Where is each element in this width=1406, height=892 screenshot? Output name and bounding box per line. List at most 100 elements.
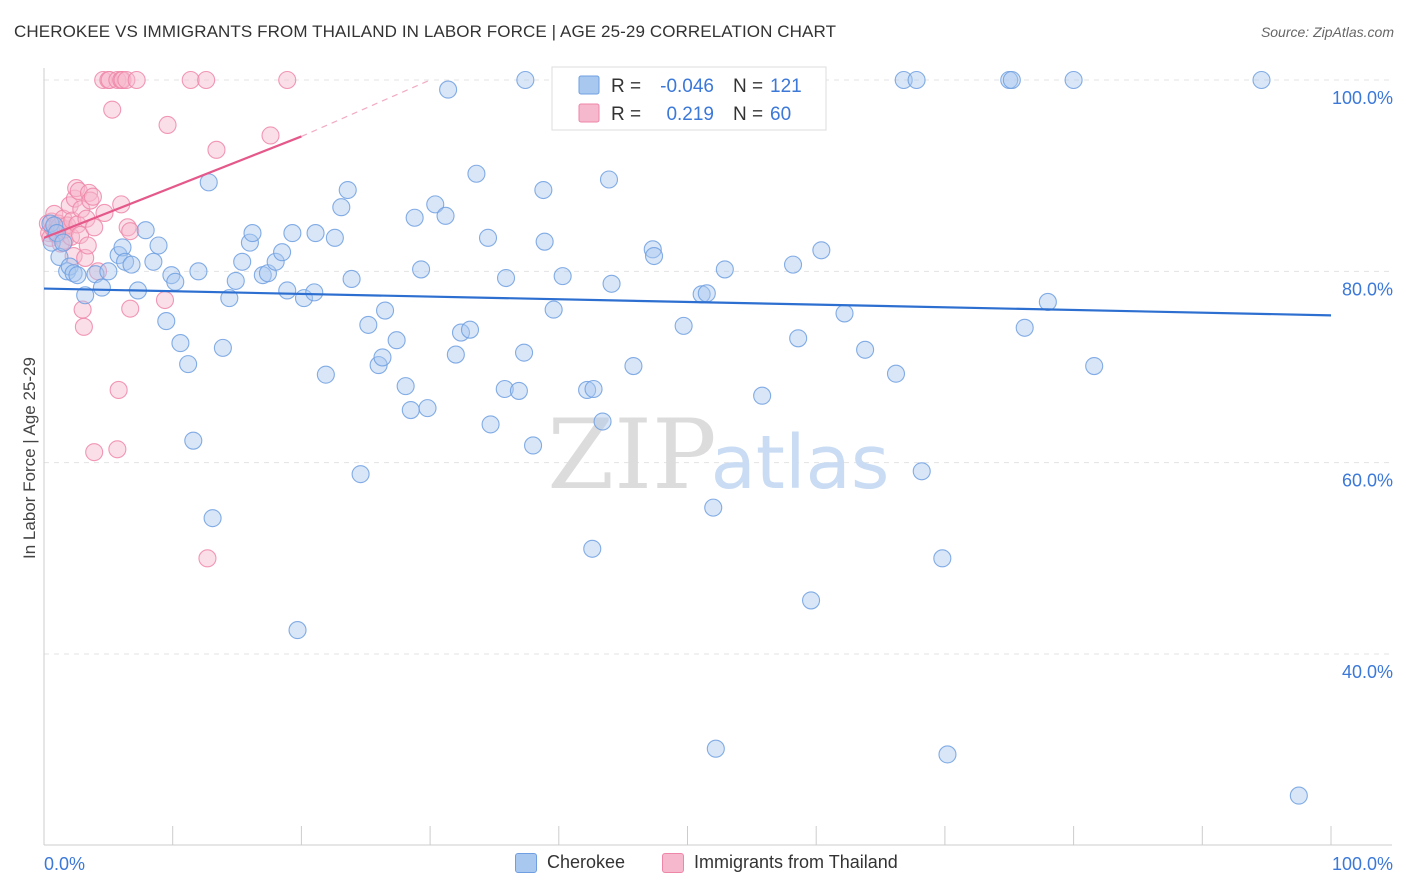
cherokee-point bbox=[171, 334, 190, 353]
thailand-point bbox=[261, 126, 280, 145]
cherokee-point bbox=[288, 621, 307, 640]
cherokee-point bbox=[213, 338, 232, 357]
cherokee-point bbox=[933, 549, 952, 568]
cherokee-point bbox=[1064, 70, 1083, 90]
cherokee-points bbox=[41, 70, 1308, 805]
cherokee-point bbox=[578, 380, 597, 400]
cherokee-point bbox=[674, 316, 693, 335]
cherokee-point bbox=[426, 195, 445, 214]
cherokee-point bbox=[907, 70, 926, 90]
cherokee-point bbox=[1289, 786, 1308, 805]
thailand-point bbox=[103, 100, 122, 119]
cherokee-point bbox=[203, 509, 222, 528]
cherokee-point bbox=[599, 170, 619, 189]
thailand-trend-line bbox=[43, 135, 302, 239]
cherokee-point bbox=[184, 431, 203, 450]
cherokee-point bbox=[179, 355, 198, 374]
cherokee-point bbox=[58, 262, 77, 281]
legend: Cherokee Immigrants from Thailand bbox=[0, 850, 1406, 880]
gridlines bbox=[44, 79, 1392, 655]
cherokee-point bbox=[1038, 292, 1057, 311]
cherokee-point bbox=[753, 386, 772, 405]
cherokee-point bbox=[99, 262, 118, 281]
cherokee-point bbox=[273, 243, 292, 262]
cherokee-point bbox=[644, 246, 664, 266]
cherokee-point bbox=[325, 228, 344, 247]
cherokee-point bbox=[534, 180, 553, 200]
cherokee-point bbox=[418, 399, 437, 418]
cherokee-point bbox=[535, 232, 554, 251]
cherokee-point bbox=[624, 356, 643, 376]
cherokee-point bbox=[412, 260, 431, 279]
chart-title: CHEROKEE VS IMMIGRANTS FROM THAILAND IN … bbox=[14, 22, 837, 41]
thailand-point bbox=[278, 70, 297, 90]
thailand-point bbox=[94, 70, 113, 90]
cherokee-point bbox=[460, 320, 480, 339]
stats-box: R = -0.046 N = 121 R = 0.219 N = 60 bbox=[551, 66, 827, 131]
cherokee-trend-line bbox=[43, 287, 1332, 317]
stats-n-label-2: N = bbox=[733, 104, 763, 125]
stats-n-label-1: N = bbox=[733, 76, 763, 97]
cherokee-point bbox=[467, 164, 486, 183]
watermark: ZIP atlas bbox=[547, 399, 889, 511]
cherokee-point bbox=[706, 739, 725, 758]
thailand-point bbox=[83, 187, 102, 206]
cherokee-point bbox=[886, 364, 906, 383]
cherokee-point bbox=[1002, 70, 1021, 90]
watermark-atlas: atlas bbox=[711, 420, 890, 506]
cherokee-point bbox=[233, 252, 252, 271]
cherokee-point bbox=[376, 301, 395, 320]
thailand-point bbox=[127, 70, 146, 90]
cherokee-point bbox=[144, 252, 163, 271]
stats-n-value-1: 121 bbox=[770, 76, 802, 97]
cherokee-point bbox=[583, 539, 602, 558]
cherokee-point bbox=[495, 379, 514, 399]
cherokee-point bbox=[306, 224, 325, 243]
cherokee-point bbox=[1252, 70, 1271, 90]
cherokee-point bbox=[243, 224, 262, 243]
stats-r-value-2: 0.219 bbox=[666, 104, 714, 125]
cherokee-point bbox=[697, 284, 716, 303]
thailand-point bbox=[108, 440, 127, 459]
cherokee-point bbox=[149, 236, 168, 255]
cherokee-point bbox=[446, 345, 465, 364]
thailand-point bbox=[109, 380, 128, 400]
stats-n-value-2: 60 bbox=[770, 104, 791, 125]
cherokee-point bbox=[783, 255, 803, 274]
legend-label-thailand: Immigrants from Thailand bbox=[694, 852, 898, 872]
legend-item-thailand: Immigrants from Thailand bbox=[662, 852, 898, 873]
cherokee-point bbox=[938, 745, 957, 764]
cherokee-point bbox=[789, 329, 808, 348]
cherokee-point bbox=[643, 240, 662, 259]
cherokee-point bbox=[226, 271, 245, 290]
cherokee-point bbox=[516, 70, 535, 90]
legend-swatch-cherokee bbox=[515, 852, 537, 873]
cherokee-point bbox=[359, 315, 378, 334]
thailand-point bbox=[181, 70, 200, 90]
thailand-point bbox=[74, 317, 93, 336]
cherokee-point bbox=[401, 400, 420, 420]
tick-labels: 100.0% 80.0% 60.0% 40.0% 0.0% 100.0% bbox=[44, 88, 1393, 874]
cherokee-point bbox=[812, 241, 831, 260]
legend-item-cherokee: Cherokee bbox=[515, 852, 625, 873]
cherokee-point bbox=[166, 272, 185, 291]
thailand-point bbox=[113, 70, 132, 90]
source-label: Source: ZipAtlas.com bbox=[1260, 24, 1394, 40]
cherokee-point bbox=[387, 331, 406, 350]
cherokee-point bbox=[1085, 356, 1104, 376]
cherokee-point bbox=[524, 436, 543, 455]
cherokee-point bbox=[584, 379, 603, 399]
stats-swatch-thailand bbox=[578, 103, 600, 123]
thailand-point bbox=[85, 443, 104, 462]
cherokee-point bbox=[553, 267, 572, 286]
y-tick-label-0: 100.0% bbox=[1332, 88, 1393, 108]
cherokee-point bbox=[266, 252, 285, 271]
axes bbox=[43, 68, 1392, 846]
cherokee-point bbox=[704, 498, 723, 517]
cherokee-point bbox=[373, 348, 392, 367]
stats-r-label-2: R = bbox=[611, 104, 641, 125]
cherokee-point bbox=[316, 365, 335, 384]
cherokee-point bbox=[544, 300, 563, 319]
cherokee-point bbox=[396, 377, 415, 396]
